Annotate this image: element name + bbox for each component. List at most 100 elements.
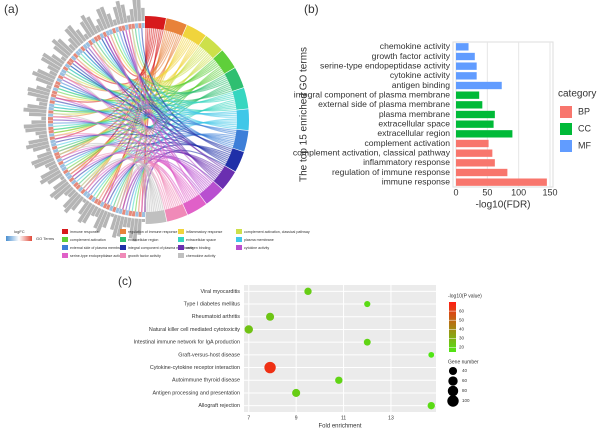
gene-ring (52, 87, 59, 92)
bar (456, 81, 502, 90)
y-tick-label: Graft-versus-host disease (178, 352, 240, 358)
gene-ring (61, 166, 67, 172)
gene-sector (41, 116, 47, 120)
chord (53, 60, 216, 134)
gene-sector (109, 214, 118, 231)
gene-ring (121, 25, 126, 31)
gene-sector (90, 205, 99, 217)
gene-sector (111, 215, 122, 239)
chord (109, 34, 193, 80)
term-sector (213, 50, 235, 74)
term-sector (232, 129, 249, 152)
gene-ring (59, 71, 66, 77)
legend-swatch (120, 237, 126, 242)
y-tick-label: Antigen processing and presentation (152, 390, 240, 396)
gene-ring (85, 41, 91, 48)
legend-swatch (560, 123, 572, 135)
term-sector (164, 18, 187, 36)
gene-ring (96, 34, 102, 41)
gene-sector (82, 198, 87, 204)
gene-ring (68, 57, 75, 64)
gene-ring (87, 39, 94, 46)
legend-label: MF (578, 140, 591, 150)
y-tick-label: inflammatory response (363, 157, 450, 167)
gene-sector (137, 218, 142, 235)
legend-label: antigen binding (186, 246, 210, 250)
gene-sector (67, 37, 79, 49)
gene-ring (102, 202, 108, 209)
bar (456, 101, 483, 109)
y-tick-label: serine-type endopeptidase activity (320, 60, 451, 70)
gene-ring (90, 37, 96, 44)
chord (95, 41, 229, 95)
gene-ring (62, 169, 69, 175)
point (244, 325, 253, 334)
chord (65, 73, 157, 212)
legend-label: complement activation (70, 238, 106, 242)
gene-ring (77, 48, 84, 54)
gene-ring (57, 74, 64, 80)
gene-ring (105, 30, 111, 36)
point (292, 388, 301, 397)
chord (115, 32, 235, 103)
gene-sector (132, 218, 139, 242)
legend-swatch (560, 106, 572, 118)
gene-ring (125, 210, 130, 216)
gene-ring (118, 208, 123, 215)
gene-sector (75, 29, 87, 42)
legend-swatch (178, 237, 184, 242)
legend-label: CC (578, 123, 591, 133)
chord (137, 28, 237, 118)
gene-ring (111, 27, 117, 34)
gene-sector (35, 76, 54, 87)
gene-sector (28, 137, 49, 145)
gene-sector (35, 130, 47, 136)
legend-label: cytokine activity (244, 246, 269, 250)
chord (74, 60, 205, 191)
panel-label: (a) (4, 2, 19, 16)
gene-ring (138, 211, 142, 217)
legend-label: inflammatory response (186, 230, 222, 234)
gene-sector (37, 68, 56, 80)
gene-ring (50, 142, 57, 147)
point (335, 376, 343, 384)
gene-ring (105, 204, 111, 210)
x-tick-label: 9 (295, 415, 298, 421)
gene-sector (96, 18, 105, 32)
gene-ring (64, 63, 71, 69)
legend-label: plasma membrane (244, 238, 274, 242)
chord (119, 33, 179, 209)
gene-sector (33, 157, 55, 169)
gene-ring (108, 205, 114, 212)
gene-sector (51, 38, 72, 57)
gene-ring (50, 93, 57, 98)
legend-label: BP (578, 106, 590, 116)
gene-sector (40, 166, 60, 180)
gene-ring (55, 80, 61, 86)
legend-label: immune response (70, 230, 99, 234)
gene-sector (102, 211, 112, 229)
gene-sector (112, 6, 121, 25)
chord (59, 144, 160, 211)
y-tick-label: extracellular space (378, 118, 450, 128)
gene-sector (81, 204, 96, 224)
gene-ring (48, 129, 54, 134)
chord (122, 30, 224, 169)
chord (53, 112, 159, 212)
chord (58, 142, 147, 213)
gene-sector (51, 53, 65, 65)
chord (82, 51, 237, 134)
legend-swatch (62, 229, 68, 234)
legend-title: GO Terms (36, 236, 54, 241)
gene-sector (32, 144, 50, 152)
gene-ring (96, 199, 102, 206)
gene-ring (48, 103, 55, 108)
legend-swatch (236, 229, 242, 234)
gene-sector (78, 200, 90, 215)
gene-sector (122, 216, 128, 228)
chord (104, 155, 211, 203)
y-tick-label: Natural killer cell mediated cytotoxicit… (149, 327, 240, 333)
gene-ring (99, 201, 105, 208)
bar (456, 168, 508, 177)
gene-ring (75, 184, 82, 190)
